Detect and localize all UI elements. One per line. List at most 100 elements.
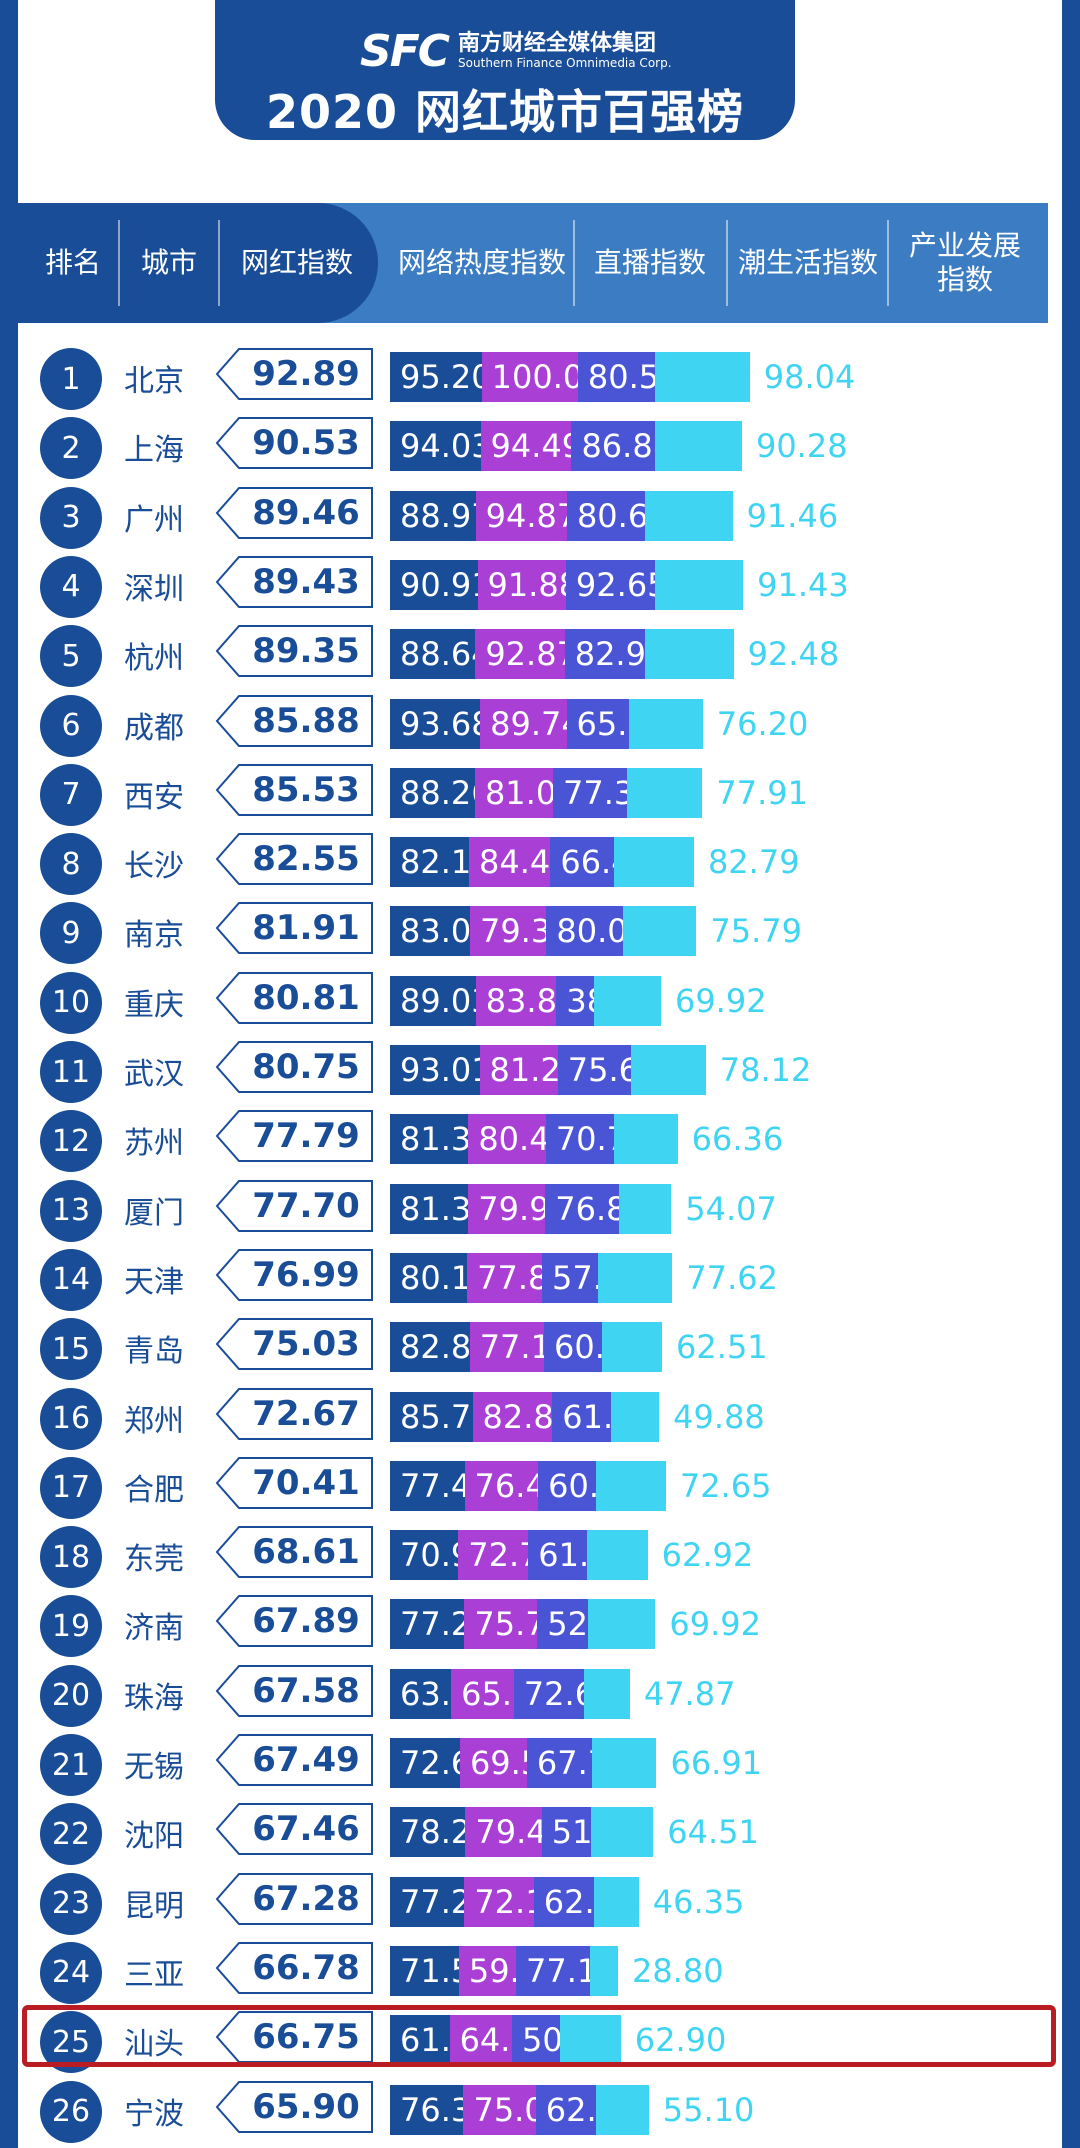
score-value: 67.28	[252, 1878, 360, 1919]
city-name: 重庆	[124, 987, 184, 1023]
table-row: 21 无锡 67.49 72.67 69.52 67.74 66.91	[0, 1724, 1080, 1796]
bar-industry	[591, 1807, 654, 1858]
bar-industry	[644, 490, 733, 541]
table-row: 9 南京 81.91 83.07 79.39 80.05 75.79	[0, 892, 1080, 965]
header-separator	[218, 220, 220, 306]
bar-trendy-life: 51.26	[541, 1807, 643, 1858]
bar-industry	[655, 421, 742, 472]
table-row: 24 三亚 66.78 71.52 59.43 77.14 28.80	[0, 1932, 1080, 2004]
table-row: 5 杭州 89.35 88.64 92.87 82.96 92.48	[0, 615, 1080, 688]
city-name: 武汉	[124, 1057, 184, 1092]
score-value: 67.46	[252, 1809, 360, 1850]
bar-live-stream: 65.11	[451, 1668, 553, 1719]
bar-network-heat: 76.32	[390, 2084, 492, 2135]
score-box: 92.89	[215, 348, 373, 400]
score-value: 67.89	[252, 1601, 360, 1642]
bar-trendy-life: 80.54	[577, 352, 679, 402]
bar-network-heat: 85.75	[390, 1391, 492, 1442]
header-separator	[118, 220, 120, 306]
bar-live-stream: 94.87	[475, 490, 577, 541]
bar-trendy-life: 52.79	[537, 1599, 639, 1650]
bar-industry	[655, 559, 744, 610]
score-box: 72.67	[215, 1387, 373, 1440]
rank-badge: 18	[40, 1526, 102, 1589]
table-row: 13 厦门 77.70 81.36 79.93 76.88 54.07	[0, 1170, 1080, 1242]
bar-live-stream: 92.87	[475, 629, 577, 680]
score-value: 77.70	[252, 1185, 360, 1226]
header-separator	[573, 220, 575, 306]
label-industry: 90.28	[755, 427, 848, 466]
bar-live-stream: 79.43	[465, 1807, 567, 1858]
logo-cn: 南方财经全媒体集团	[458, 31, 657, 56]
bar-network-heat: 93.68	[390, 698, 492, 749]
logo-text: 南方财经全媒体集团 Southern Finance Omnimedia Cor…	[458, 31, 672, 71]
bar-network-heat: 71.52	[390, 1945, 492, 1996]
score-value: 77.79	[252, 1116, 360, 1157]
city-name: 合肥	[124, 1472, 184, 1508]
label-industry: 66.36	[691, 1120, 784, 1159]
bar-industry	[613, 1114, 678, 1165]
bar-live-stream: 80.43	[468, 1114, 570, 1165]
bar-network-heat: 89.03	[390, 975, 492, 1026]
bar-live-stream: 81.27	[479, 1045, 581, 1095]
score-box: 65.90	[215, 2080, 373, 2133]
score-value: 67.58	[252, 1670, 360, 1711]
table-row: 12 苏州 77.79 81.37 80.43 70.70 66.36	[0, 1100, 1080, 1173]
bar-live-stream: 76.47	[464, 1460, 566, 1511]
rank-badge: 1	[40, 348, 102, 410]
bar-trendy-life: 70.70	[545, 1114, 647, 1165]
bar-industry	[595, 1460, 666, 1511]
rank-badge: 19	[40, 1595, 102, 1658]
rank-badge: 7	[40, 763, 102, 826]
bar-live-stream: 89.74	[480, 698, 582, 749]
city-name: 三亚	[124, 1957, 184, 1993]
label-industry: 66.91	[670, 1744, 763, 1782]
label-industry: 92.48	[747, 635, 840, 674]
rank-badge: 3	[40, 486, 102, 549]
score-box: 85.53	[215, 763, 373, 816]
frame-right	[1062, 0, 1080, 2148]
table-row: 6 成都 85.88 93.68 89.74 65.37 76.20	[0, 685, 1080, 757]
col-trendy-life: 潮生活指数	[737, 246, 878, 279]
label-industry: 77.91	[716, 773, 808, 812]
rank-badge: 21	[40, 1734, 102, 1796]
bar-live-stream: 75.70	[464, 1599, 566, 1650]
label-industry: 82.79	[707, 843, 800, 882]
bar-industry	[644, 629, 734, 680]
score-value: 89.46	[252, 492, 360, 533]
rank-badge: 8	[40, 833, 102, 896]
table-row: 23 昆明 67.28 77.21 72.14 62.79 46.35	[0, 1863, 1080, 1935]
city-name: 南京	[124, 918, 184, 954]
bar-trendy-life: 57.85	[542, 1252, 644, 1303]
table-row: 18 东莞 68.61 70.94 72.71 61.10 62.92	[0, 1516, 1080, 1589]
logo-en: Southern Finance Omnimedia Corp.	[458, 56, 672, 70]
bar-live-stream: 77.18	[469, 1322, 571, 1373]
rank-badge: 22	[40, 1803, 102, 1866]
score-value: 66.75	[252, 2017, 360, 2058]
bar-live-stream: 72.71	[458, 1530, 560, 1581]
bar-trendy-life: 62.79	[533, 1876, 635, 1927]
bar-industry	[623, 906, 697, 957]
bar-industry	[601, 1322, 663, 1373]
label-industry: 98.04	[763, 358, 856, 396]
rank-badge: 24	[40, 1941, 102, 2004]
label-industry: 49.88	[673, 1397, 765, 1436]
score-box: 66.78	[215, 1941, 373, 1994]
table-header-primary	[18, 203, 378, 323]
city-name: 珠海	[124, 1680, 184, 1716]
label-industry: 55.10	[662, 2090, 755, 2129]
label-industry: 46.35	[652, 1882, 745, 1921]
bar-network-heat: 77.46	[390, 1460, 492, 1511]
score-box: 85.88	[215, 694, 373, 747]
table-row: 2 上海 90.53 94.03 94.49 86.88 90.28	[0, 407, 1080, 480]
bar-network-heat: 94.03	[390, 421, 492, 472]
city-name: 济南	[124, 1611, 184, 1647]
bar-industry	[614, 837, 694, 888]
bar-live-stream: 100.00	[481, 352, 604, 402]
bar-trendy-life: 38.69	[556, 975, 658, 1026]
bar-trendy-life: 80.62	[566, 490, 669, 541]
label-industry: 62.51	[676, 1328, 768, 1367]
rank-badge: 13	[40, 1179, 102, 1242]
bar-trendy-life: 66.40	[550, 837, 652, 888]
